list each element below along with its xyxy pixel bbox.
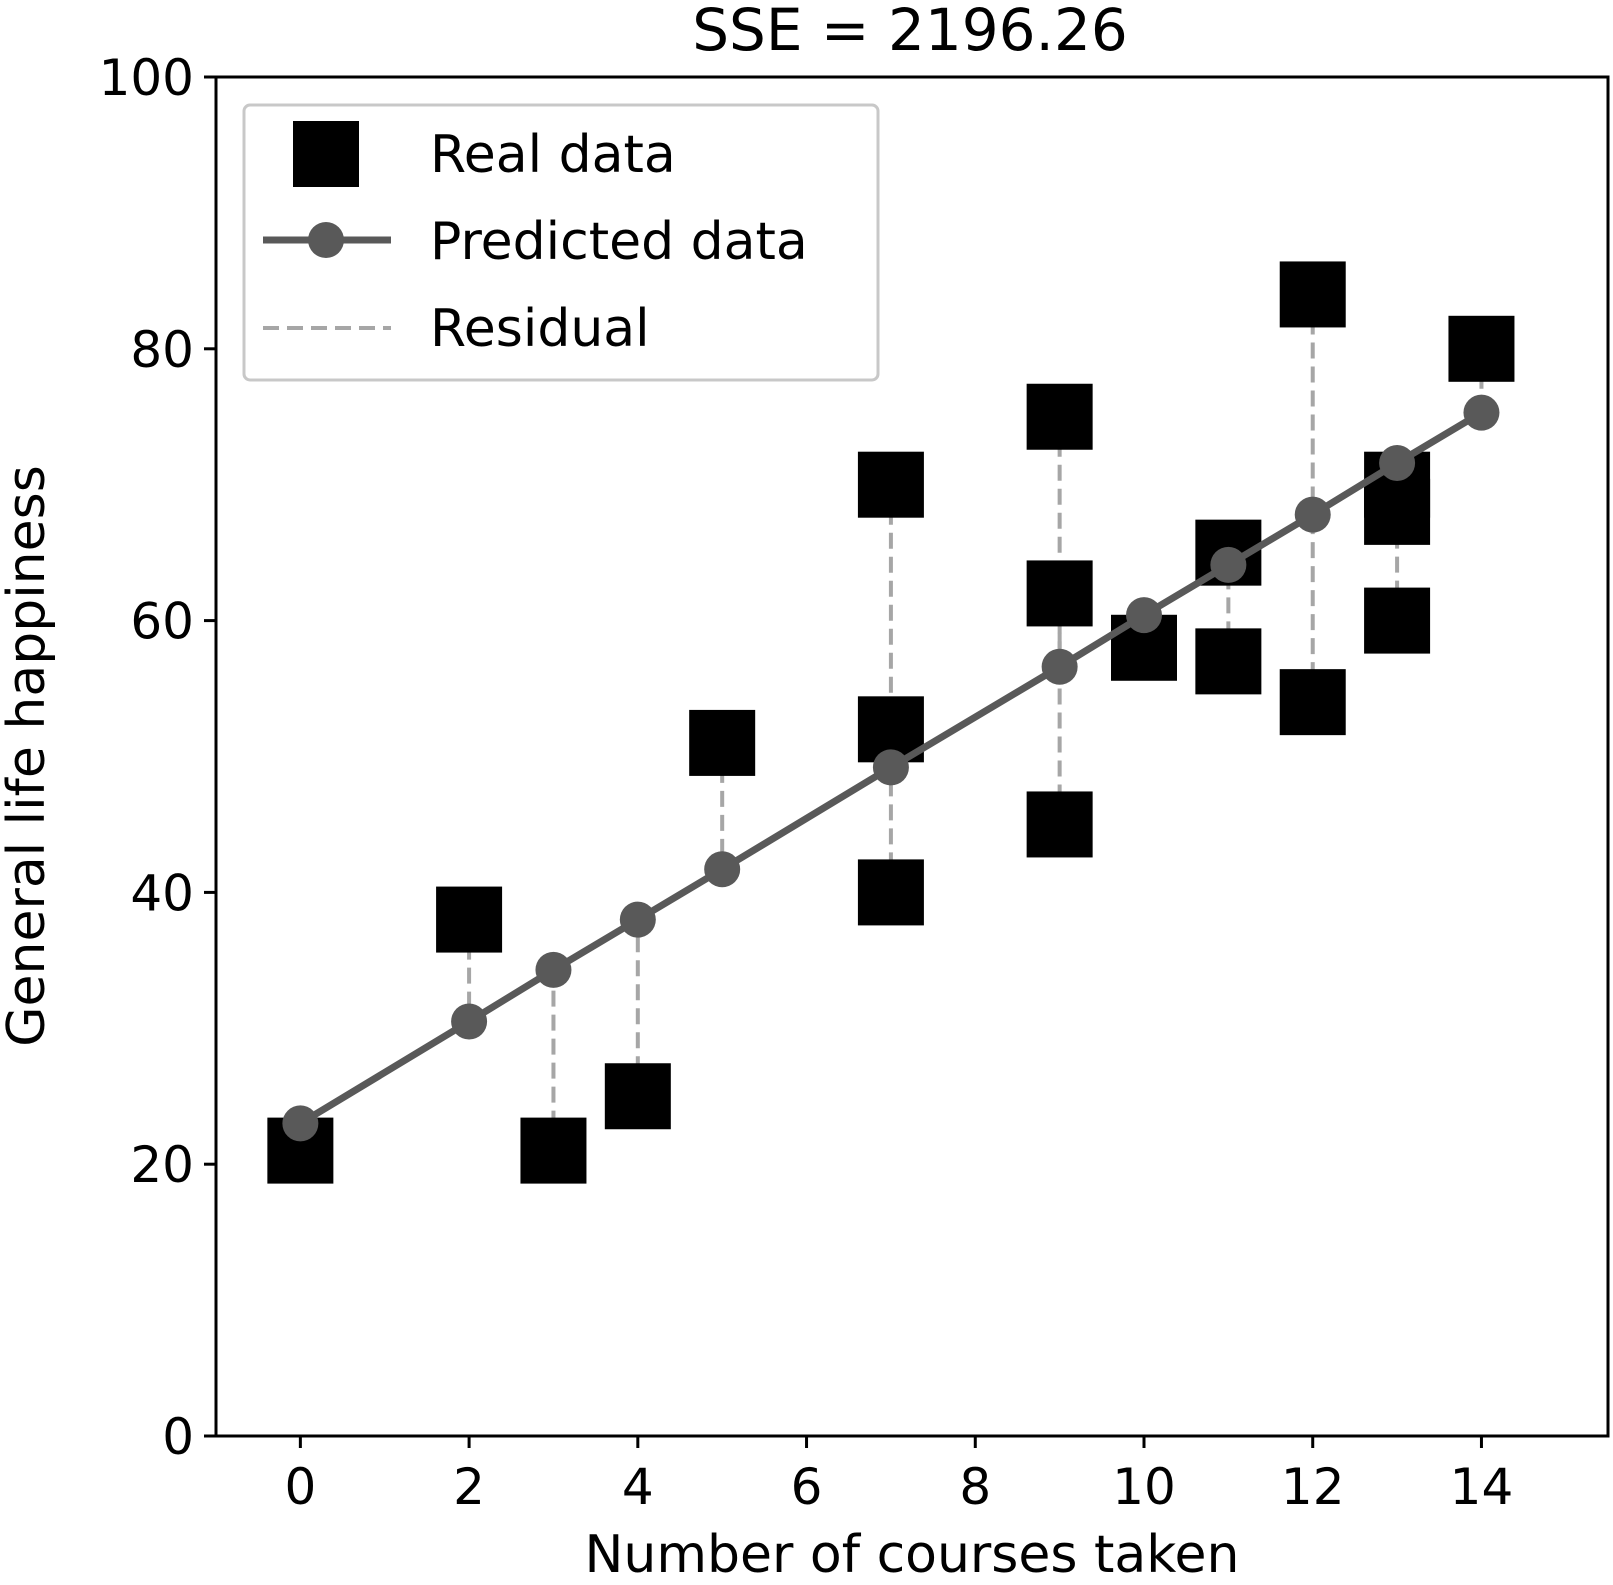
predicted-data-point xyxy=(451,1003,488,1040)
legend-predicted-marker xyxy=(308,222,344,258)
legend-residual-label: Residual xyxy=(430,299,650,359)
predicted-data-point xyxy=(1210,546,1247,583)
predicted-data-point xyxy=(1126,597,1162,634)
y-tick-label: 0 xyxy=(162,1408,194,1466)
real-data-point xyxy=(857,859,924,926)
y-tick-label: 80 xyxy=(130,321,194,379)
x-tick-label: 12 xyxy=(1281,1458,1345,1516)
real-data-point xyxy=(604,1063,671,1130)
predicted-data-point xyxy=(1463,394,1500,431)
x-axis: 0 2 4 6 8 10 12 14 xyxy=(284,1436,1513,1516)
x-axis-label: Number of courses taken xyxy=(585,1525,1240,1585)
legend-box xyxy=(242,103,880,382)
real-data-point xyxy=(1195,628,1262,695)
y-tick-label: 40 xyxy=(130,864,194,922)
x-tick-label: 8 xyxy=(959,1458,991,1516)
y-tick-label: 100 xyxy=(99,49,194,107)
real-data-point xyxy=(857,451,924,518)
x-tick-label: 0 xyxy=(284,1458,316,1516)
real-data-point xyxy=(1279,669,1346,736)
predicted-data-point xyxy=(1294,496,1331,533)
y-tick-label: 60 xyxy=(130,593,194,651)
legend-predicted-label: Predicted data xyxy=(430,212,808,272)
predicted-data-point xyxy=(1041,648,1078,685)
x-tick-label: 10 xyxy=(1112,1458,1176,1516)
predicted-data-point xyxy=(704,851,741,888)
real-data-point xyxy=(520,1117,587,1184)
chart-title: SSE = 2196.26 xyxy=(692,0,1128,64)
predicted-data-point xyxy=(1379,444,1416,481)
real-data-point xyxy=(1026,383,1093,450)
legend: Real data Predicted data Residual xyxy=(242,103,880,382)
real-data-point xyxy=(1364,587,1431,654)
x-tick-label: 2 xyxy=(453,1458,485,1516)
predicted-data-point xyxy=(619,901,656,938)
y-axis: 0 20 40 60 80 100 xyxy=(99,49,216,1466)
plot-layer xyxy=(267,261,1515,1184)
real-data-point xyxy=(1026,791,1093,858)
x-tick-label: 14 xyxy=(1450,1458,1514,1516)
x-tick-label: 4 xyxy=(622,1458,654,1516)
y-tick-label: 20 xyxy=(130,1136,194,1194)
real-data-point xyxy=(1026,560,1093,627)
real-data-point xyxy=(1364,478,1431,545)
predicted-data-point xyxy=(872,749,909,786)
predicted-data-point xyxy=(282,1105,319,1142)
legend-real-label: Real data xyxy=(430,125,676,185)
real-data-point xyxy=(1448,315,1515,382)
real-data-point xyxy=(689,709,756,776)
x-tick-label: 6 xyxy=(791,1458,823,1516)
plot-frame xyxy=(214,75,1610,1438)
legend-real-marker xyxy=(293,121,359,187)
y-axis-label: General life happiness xyxy=(0,465,57,1047)
predicted-data-point xyxy=(535,951,572,988)
real-data-point xyxy=(436,886,503,953)
real-data-point xyxy=(1279,261,1346,328)
